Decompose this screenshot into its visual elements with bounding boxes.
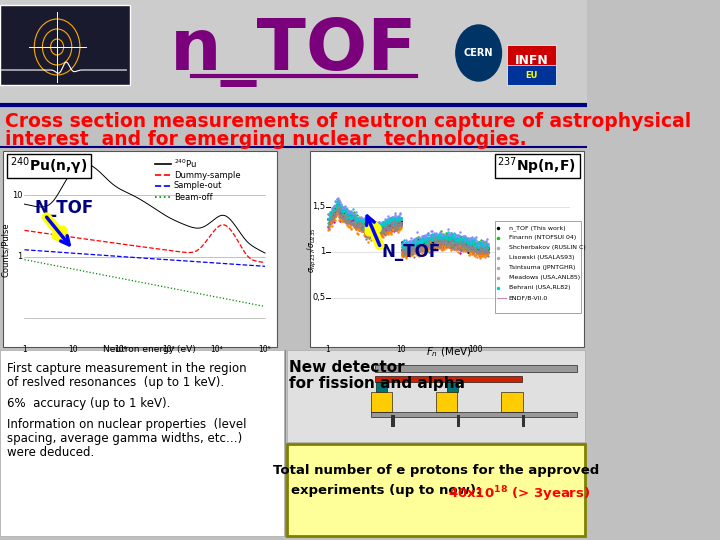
Text: $^{240}$Pu(n,γ): $^{240}$Pu(n,γ) [10,155,87,177]
Text: $\sigma_{Np237}/\sigma_{U235}$: $\sigma_{Np237}/\sigma_{U235}$ [306,227,319,273]
FancyArrowPatch shape [47,217,69,245]
Text: Cross section measurements of neutron capture of astrophysical: Cross section measurements of neutron ca… [5,112,691,131]
FancyBboxPatch shape [287,444,585,536]
FancyBboxPatch shape [375,365,577,372]
Text: Total number of e protons for the approved: Total number of e protons for the approv… [273,464,599,477]
FancyBboxPatch shape [436,392,457,412]
Text: were deduced.: were deduced. [6,446,94,459]
FancyBboxPatch shape [0,350,284,536]
FancyBboxPatch shape [4,151,277,347]
Text: n_TOF (This work): n_TOF (This work) [509,225,565,231]
Text: N_TOF: N_TOF [35,199,94,217]
FancyBboxPatch shape [495,221,581,313]
Text: 10²: 10² [114,345,127,354]
Text: Sample-out: Sample-out [174,181,222,191]
Text: interest  and for emerging nuclear  technologies.: interest and for emerging nuclear techno… [5,130,526,149]
Text: 1: 1 [22,345,27,354]
Text: 1: 1 [320,247,325,256]
Text: 1,5: 1,5 [312,202,325,211]
FancyBboxPatch shape [376,382,387,392]
FancyBboxPatch shape [456,415,460,427]
Text: Finarnn (NTOFSUI 04): Finarnn (NTOFSUI 04) [509,235,576,240]
FancyBboxPatch shape [371,412,577,417]
Text: 10: 10 [12,191,23,200]
FancyBboxPatch shape [502,392,523,412]
FancyBboxPatch shape [0,0,587,105]
Text: 10³: 10³ [163,345,175,354]
Text: Counts/Pulse: Counts/Pulse [1,222,10,278]
Text: n_TOF: n_TOF [170,17,418,87]
FancyBboxPatch shape [507,45,556,75]
Text: INFN: INFN [515,53,549,66]
Text: 10: 10 [68,345,77,354]
Text: CERN: CERN [464,48,493,58]
Text: experiments (up to now):: experiments (up to now): [291,484,486,497]
Text: $F_n$ (MeV): $F_n$ (MeV) [426,345,472,359]
FancyBboxPatch shape [447,382,458,392]
FancyBboxPatch shape [495,154,580,178]
Text: 6%  accuracy (up to 1 keV).: 6% accuracy (up to 1 keV). [6,397,170,410]
Text: Lisowski (USALAS93): Lisowski (USALAS93) [509,255,575,260]
Text: for fission and alpha: for fission and alpha [289,376,465,391]
FancyArrowPatch shape [47,217,65,239]
Text: 10: 10 [397,345,406,354]
Text: Meadows (USA,ANL85): Meadows (USA,ANL85) [509,275,580,280]
Text: 0,5: 0,5 [312,293,325,302]
FancyBboxPatch shape [7,154,91,178]
FancyBboxPatch shape [287,350,585,442]
Text: Behrani (USA,RL82): Behrani (USA,RL82) [509,286,570,291]
Text: Shcherbakov (RUSLIN C): Shcherbakov (RUSLIN C) [509,246,585,251]
Text: $^{240}$Pu: $^{240}$Pu [174,158,197,170]
Text: 1: 1 [325,345,330,354]
FancyBboxPatch shape [375,376,522,382]
FancyBboxPatch shape [392,415,395,427]
Text: N_TOF: N_TOF [382,243,441,261]
Text: Dummy-sample: Dummy-sample [174,171,240,179]
FancyArrowPatch shape [369,222,379,246]
Text: $^{237}$Np(n,F): $^{237}$Np(n,F) [498,155,576,177]
Text: $\mathbf{40x10^{18}}$ (> 3years): $\mathbf{40x10^{18}}$ (> 3years) [448,484,590,504]
Text: EU: EU [526,71,538,79]
Text: ENDF/B-VII.0: ENDF/B-VII.0 [509,295,548,300]
FancyBboxPatch shape [507,65,556,85]
Circle shape [456,25,502,81]
FancyArrowPatch shape [366,216,379,246]
Text: 10⁵: 10⁵ [258,345,271,354]
FancyBboxPatch shape [310,151,584,347]
Text: Neutron energy (eV): Neutron energy (eV) [103,345,196,354]
Text: Information on nuclear properties  (level: Information on nuclear properties (level [6,418,246,431]
Text: New detector: New detector [289,360,405,375]
Text: Tsintsuma (JPNTGHR): Tsintsuma (JPNTGHR) [509,266,575,271]
FancyBboxPatch shape [371,392,392,412]
Text: of reslved resonances  (up to 1 keV).: of reslved resonances (up to 1 keV). [6,376,224,389]
Text: 10⁴: 10⁴ [210,345,223,354]
Text: 1: 1 [17,252,23,261]
Text: Beam-off: Beam-off [174,192,212,201]
Text: 100: 100 [468,345,482,354]
Text: spacing, average gamma widths, etc…): spacing, average gamma widths, etc…) [6,432,242,445]
FancyBboxPatch shape [0,5,130,85]
FancyBboxPatch shape [522,415,525,427]
Text: First capture measurement in the region: First capture measurement in the region [6,362,246,375]
